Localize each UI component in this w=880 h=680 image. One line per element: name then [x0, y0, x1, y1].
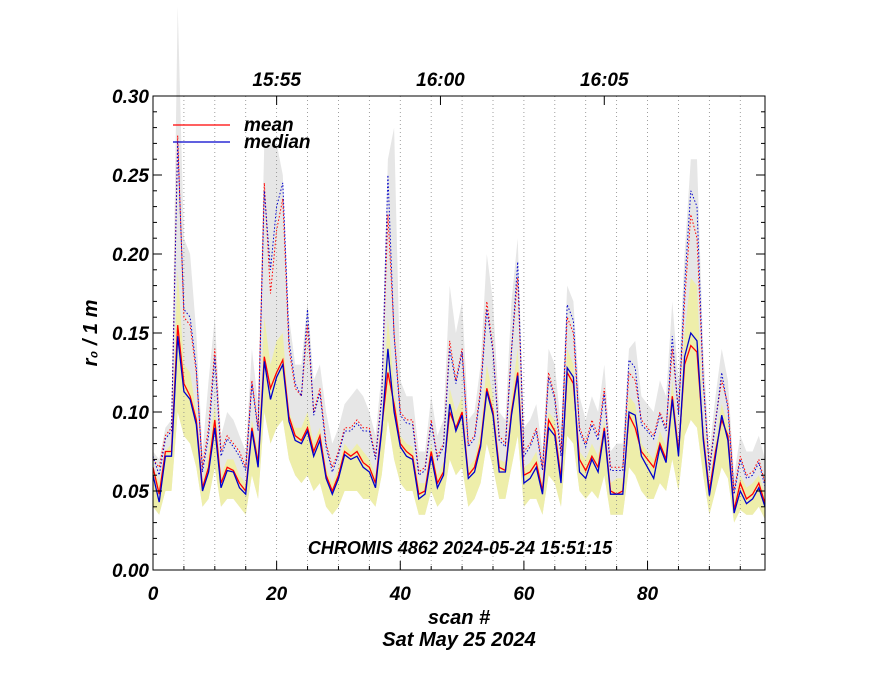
scan-boundary-grid [183, 96, 741, 570]
y-tick-label: 0.25 [112, 166, 149, 187]
x-tick-label: 40 [389, 584, 412, 605]
x-tick-label: 0 [148, 584, 159, 605]
y-tick-label: 0.10 [112, 403, 149, 424]
axis-ticks: 0.00 0.05 0.10 0.15 0.20 0.25 0.30 0 20 40 60 80 15:… [112, 70, 765, 605]
series-layer [152, 135, 766, 514]
y-tick-label: 0.00 [112, 561, 149, 582]
median-line [152, 331, 766, 514]
top-axis-label: 15:55 [252, 70, 301, 91]
y-tick-label: 0.05 [112, 482, 149, 503]
percentile-band-area [153, 269, 765, 523]
y-axis-label: r₀ / 1 m [80, 300, 102, 367]
x-tick-label: 80 [637, 584, 659, 605]
top-axis-label: 16:00 [416, 70, 465, 91]
top-axis-label: 16:05 [580, 70, 629, 91]
max-band-area [153, 6, 765, 523]
date-label: Sat May 25 2024 [382, 629, 535, 651]
bands-layer [153, 6, 765, 523]
y-tick-label: 0.15 [112, 324, 149, 345]
x-tick-label: 60 [513, 584, 535, 605]
median-upper-line [152, 143, 766, 495]
x-tick-label: 20 [265, 584, 288, 605]
x-axis-label: scan # [428, 607, 491, 629]
mean-line [152, 325, 766, 511]
y-tick-label: 0.30 [112, 87, 149, 108]
legend-label-median: median [244, 132, 311, 153]
chart-annotation: CHROMIS 4862 2024-05-24 15:51:15 [308, 538, 613, 558]
y-tick-label: 0.20 [112, 245, 149, 266]
legend-label-mean: mean [244, 115, 294, 136]
